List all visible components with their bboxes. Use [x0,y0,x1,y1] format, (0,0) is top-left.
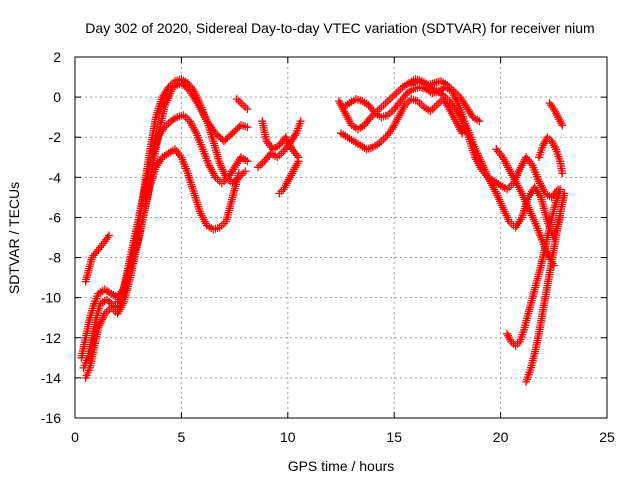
y-tick-label: 2 [53,49,61,65]
grid-lines [75,57,607,418]
y-tick-label: -16 [41,410,61,426]
y-tick-label: -6 [49,209,62,225]
marker-trail [522,189,569,386]
series-arc-4 [81,231,113,286]
marker-trail [113,79,252,306]
marker-trail [232,95,252,114]
series-arc-9 [275,157,303,198]
x-axis-title: GPS time / hours [288,458,395,474]
series-arc-5 [113,79,252,306]
axis-ticks: 0 5 10 15 20 25 -16 -14 -12 -10 -8 -6 -4 -2 0 2 [41,49,615,445]
x-tick-label: 25 [599,429,615,445]
chart-title: Day 302 of 2020, Sidereal Day-to-day VTE… [85,20,594,36]
series-arc-6 [232,95,252,114]
marker-trail [337,95,467,154]
data-marks [77,75,569,386]
x-tick-label: 15 [386,429,402,445]
series-arc-8 [258,117,303,162]
series-arc-11 [337,95,467,154]
series-arc-17 [534,133,567,178]
y-tick-label: -4 [49,169,62,185]
x-tick-label: 10 [280,429,296,445]
y-tick-label: -12 [41,330,61,346]
y-tick-label: -10 [41,290,61,306]
marker-trail [534,133,567,178]
series-arc-14 [492,145,558,270]
y-tick-label: -2 [49,129,62,145]
marker-trail [275,157,303,198]
y-tick-label: 0 [53,89,61,105]
plot-frame [74,56,608,419]
x-tick-label: 20 [493,429,509,445]
series-arc-16 [522,189,569,386]
marker-trail [492,145,558,270]
y-axis-title: SDTVAR / TECUs [6,182,22,294]
marker-trail [545,99,567,130]
marker-trail [503,185,565,350]
y-tick-label: -14 [41,370,61,386]
series-arc-18 [545,99,567,130]
x-tick-label: 5 [178,429,186,445]
x-tick-label: 0 [71,429,79,445]
marker-trail [81,231,113,286]
marker-trail [258,117,303,162]
y-tick-label: -8 [49,250,62,266]
series-arc-15 [503,185,565,350]
